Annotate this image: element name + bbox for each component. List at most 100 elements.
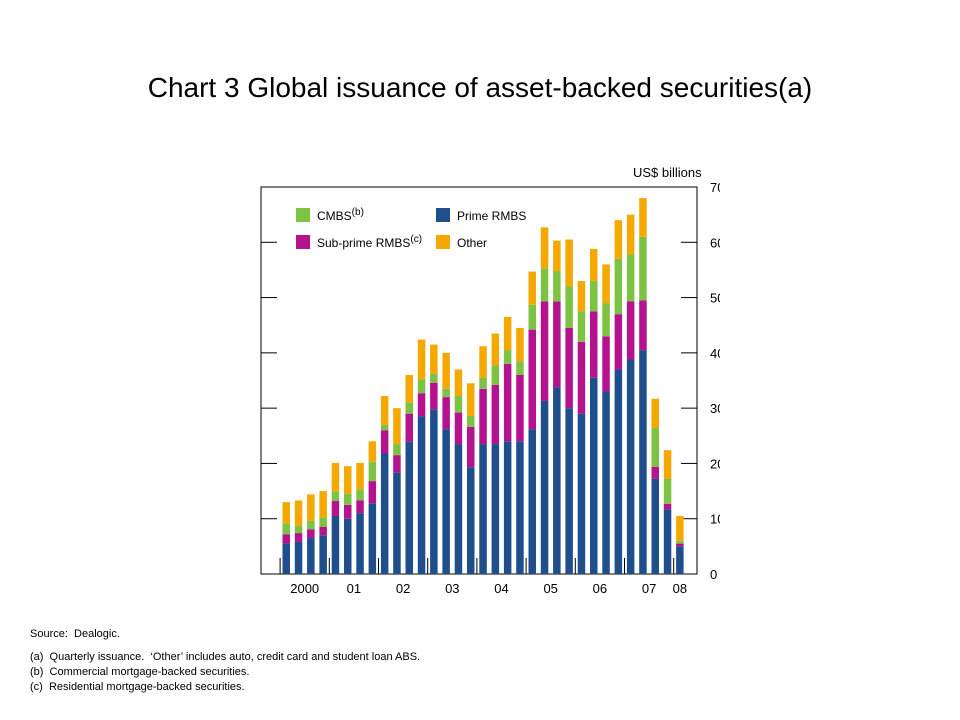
- y-tick-label: 200: [710, 456, 720, 471]
- bar-cmbs: [663, 478, 672, 504]
- chart-legend: CMBS(b) Prime RMBS Sub-prime RMBS(c) Other: [296, 207, 526, 250]
- bar-sub-prime-rmbs: [368, 481, 377, 504]
- bar-sub-prime-rmbs: [553, 301, 561, 388]
- bar-prime-rmbs: [307, 538, 315, 574]
- bar-other: [331, 462, 340, 492]
- bar-prime-rmbs: [553, 387, 561, 574]
- bar-sub-prime-rmbs: [430, 382, 438, 410]
- y-tick-label: 700: [710, 180, 720, 195]
- bar-prime-rmbs: [528, 429, 536, 574]
- bar-cmbs: [540, 268, 549, 302]
- bar-cmbs: [676, 540, 684, 544]
- bar-sub-prime-rmbs: [626, 301, 635, 360]
- legend-label-sup: (c): [410, 234, 422, 245]
- bar-cmbs: [294, 525, 303, 534]
- bar-other: [344, 466, 352, 494]
- bar-sub-prime-rmbs: [294, 533, 303, 542]
- bar-prime-rmbs: [454, 444, 463, 574]
- bar-sub-prime-rmbs: [454, 412, 463, 445]
- bar-other: [540, 227, 549, 269]
- chart-axes: 0 100 200 300 400 500 600 700 US$ billions 2000 01…: [260, 165, 720, 596]
- legend-swatch: [436, 235, 450, 249]
- bar-prime-rmbs: [417, 416, 426, 574]
- x-tick-label: 03: [445, 581, 459, 596]
- legend-label: CMBS(b): [317, 207, 364, 223]
- bar-sub-prime-rmbs: [565, 327, 573, 409]
- bar-sub-prime-rmbs: [307, 529, 315, 539]
- bar-cmbs: [319, 517, 327, 528]
- bar-prime-rmbs: [540, 400, 549, 574]
- y-tick-label: 500: [710, 291, 720, 306]
- bar-cmbs: [614, 258, 623, 315]
- bar-other: [565, 239, 573, 287]
- bar-other: [614, 220, 623, 259]
- bar-sub-prime-rmbs: [614, 314, 623, 370]
- bar-sub-prime-rmbs: [516, 374, 524, 442]
- bar-sub-prime-rmbs: [676, 543, 684, 547]
- bar-other: [676, 515, 684, 541]
- bar-other: [651, 398, 659, 429]
- bar-cmbs: [405, 402, 413, 414]
- x-tick-label: 2000: [290, 581, 319, 596]
- bar-other: [528, 271, 536, 305]
- bar-other: [368, 441, 377, 462]
- bar-cmbs: [417, 379, 426, 394]
- bar-prime-rmbs: [442, 429, 450, 574]
- bar-sub-prime-rmbs: [393, 455, 401, 473]
- plot-frame: [260, 186, 698, 575]
- bar-other: [393, 408, 401, 445]
- x-tick-label: 06: [593, 581, 607, 596]
- y-tick-label: 400: [710, 346, 720, 361]
- chart-title: Chart 3 Global issuance of asset-backed …: [147, 72, 813, 103]
- bar-other: [639, 198, 647, 237]
- bar-sub-prime-rmbs: [540, 301, 549, 401]
- bar-sub-prime-rmbs: [344, 504, 352, 519]
- bar-cmbs: [626, 254, 635, 302]
- bar-prime-rmbs: [331, 515, 340, 574]
- bar-cmbs: [479, 377, 487, 389]
- bar-other: [553, 240, 561, 272]
- bar-other: [663, 450, 672, 479]
- bar-cmbs: [282, 523, 290, 535]
- bar-cmbs: [491, 365, 500, 385]
- bar-sub-prime-rmbs: [503, 363, 512, 442]
- bar-sub-prime-rmbs: [405, 413, 413, 442]
- bar-prime-rmbs: [294, 541, 303, 574]
- bar-cmbs: [602, 303, 610, 337]
- bar-sub-prime-rmbs: [491, 384, 500, 445]
- bar-prime-rmbs: [651, 478, 659, 574]
- legend-label-sup: (b): [352, 207, 364, 218]
- bar-prime-rmbs: [356, 513, 364, 574]
- legend-label: Prime RMBS: [457, 209, 526, 223]
- x-tick-label: 05: [543, 581, 557, 596]
- bar-sub-prime-rmbs: [663, 503, 672, 510]
- bar-sub-prime-rmbs: [282, 534, 290, 544]
- bar-cmbs: [516, 361, 524, 375]
- footnote-b: (b) Commercial mortgage-backed securitie…: [30, 666, 250, 678]
- footnotes: Source: Dealogic. (a) Quarterly issuance…: [30, 627, 420, 695]
- bar-prime-rmbs: [282, 543, 290, 574]
- bar-sub-prime-rmbs: [380, 430, 389, 454]
- bar-other: [405, 374, 413, 403]
- bar-other: [467, 383, 475, 416]
- bar-cmbs: [651, 428, 659, 467]
- bar-other: [380, 395, 389, 425]
- bar-cmbs: [307, 520, 315, 530]
- bar-prime-rmbs: [430, 409, 438, 574]
- bar-cmbs: [528, 304, 536, 330]
- bar-prime-rmbs: [626, 359, 635, 574]
- bar-prime-rmbs: [368, 503, 377, 574]
- bar-cmbs: [565, 286, 573, 328]
- bar-prime-rmbs: [614, 369, 623, 574]
- bar-sub-prime-rmbs: [467, 426, 475, 468]
- bar-other: [356, 462, 364, 490]
- bar-cmbs: [344, 493, 352, 505]
- bar-series: [282, 198, 684, 574]
- bar-prime-rmbs: [405, 441, 413, 574]
- legend-swatch: [296, 235, 310, 249]
- bar-cmbs: [454, 395, 463, 413]
- bar-cmbs: [590, 280, 598, 312]
- bar-prime-rmbs: [479, 444, 487, 574]
- bar-prime-rmbs: [491, 444, 500, 574]
- y-axis-label: US$ billions: [633, 165, 702, 180]
